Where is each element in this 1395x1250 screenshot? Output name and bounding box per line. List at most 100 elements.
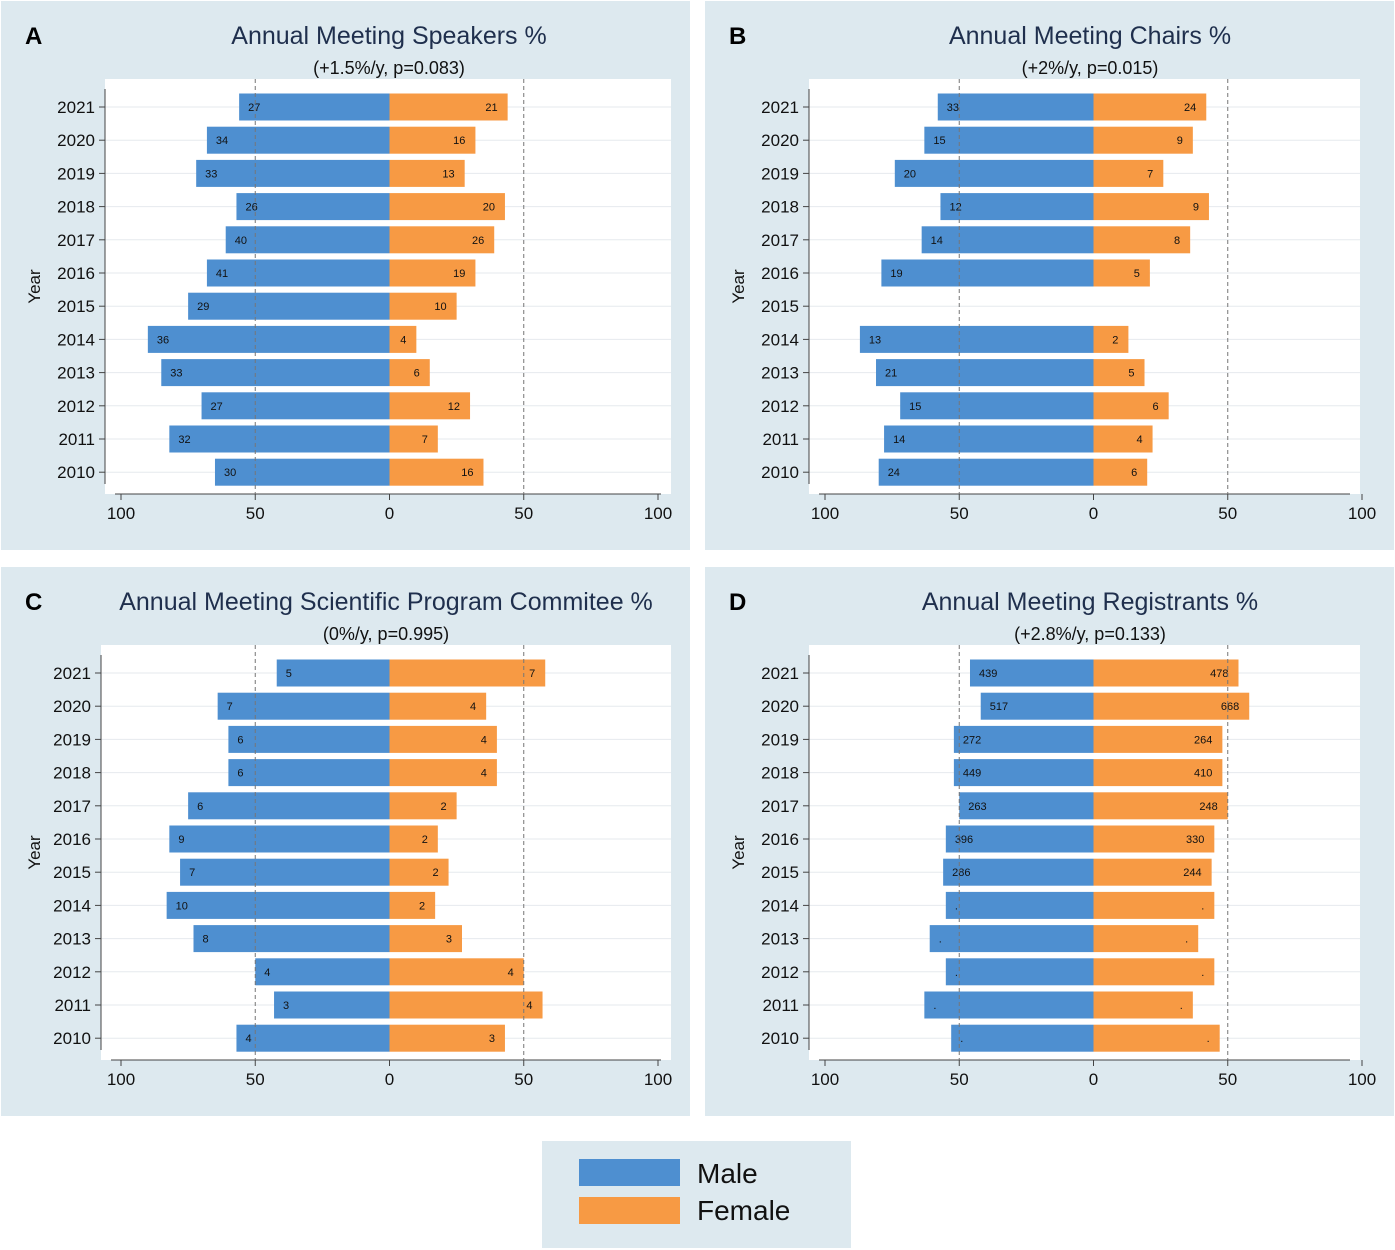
y-tick-label: 2014: [57, 330, 95, 349]
bar-male: [188, 292, 390, 320]
y-tick-label: 2015: [761, 297, 799, 316]
bar-female: [1093, 226, 1191, 254]
data-label-female: 4: [400, 334, 406, 346]
bar-male: [180, 858, 390, 886]
y-tick-label: 2015: [53, 863, 91, 882]
y-tick-label: 2016: [761, 830, 799, 849]
bar-female: [389, 891, 436, 919]
y-axis-title: Year: [729, 269, 748, 304]
data-label-female: 2: [432, 867, 438, 879]
x-tick-label: 100: [811, 504, 839, 523]
bar-female: [1093, 425, 1153, 453]
x-tick-label: 50: [246, 504, 265, 523]
x-tick-label: 50: [514, 1070, 533, 1089]
bar-male: [878, 458, 1094, 486]
y-tick-label: 2016: [761, 264, 799, 283]
bar-male: [225, 226, 390, 254]
data-label-male: 517: [990, 701, 1008, 713]
y-tick-label: 2011: [762, 430, 799, 449]
data-label-female: 4: [470, 701, 476, 713]
data-label-female: 24: [1184, 102, 1196, 114]
data-label-male: 449: [963, 768, 981, 780]
x-tick-label: 50: [950, 504, 969, 523]
data-label-male: 263: [968, 801, 986, 813]
bar-male: [169, 825, 390, 853]
bar-female: [1093, 759, 1223, 787]
data-label-female: 5: [1134, 268, 1140, 280]
data-label-male: 6: [197, 801, 203, 813]
data-label-male: 396: [955, 834, 973, 846]
y-tick-label: 2019: [53, 730, 91, 749]
data-label-female: 2: [419, 900, 425, 912]
data-label-female: 6: [1131, 467, 1137, 479]
legend-label-female: Female: [697, 1195, 791, 1226]
data-label-female: .: [1201, 967, 1204, 979]
data-label-female: 6: [1153, 401, 1159, 413]
data-label-male: 286: [952, 867, 970, 879]
bar-female: [389, 226, 495, 254]
bar-male: [193, 925, 390, 953]
bar-male: [276, 659, 390, 687]
data-label-male: 27: [248, 102, 260, 114]
data-label-female: 4: [526, 1000, 532, 1012]
data-label-male: 4: [245, 1033, 251, 1045]
y-tick-label: 2010: [761, 1029, 799, 1048]
bar-male: [924, 126, 1094, 154]
y-tick-label: 2011: [58, 430, 95, 449]
bar-female: [389, 825, 438, 853]
data-label-male: 6: [237, 734, 243, 746]
x-tick-label: 50: [1218, 1070, 1237, 1089]
bar-female: [1093, 825, 1215, 853]
bar-female: [389, 1024, 505, 1052]
bar-male: [940, 193, 1094, 221]
y-tick-label: 2010: [761, 463, 799, 482]
data-label-male: .: [933, 1000, 936, 1012]
data-label-male: 32: [178, 434, 190, 446]
bar-female: [389, 392, 471, 420]
y-tick-label: 2021: [53, 664, 91, 683]
y-tick-label: 2016: [57, 264, 95, 283]
data-label-female: 2: [1112, 334, 1118, 346]
bar-female: [1093, 159, 1164, 187]
y-tick-label: 2011: [762, 996, 799, 1015]
bar-female: [1093, 692, 1250, 720]
y-tick-label: 2018: [53, 764, 91, 783]
panel-c: 100 50 0 50 100 2021 5 7 2020 7 4 2019 6 4 2018 6 4 2017 6…: [1, 567, 690, 1116]
data-label-male: 8: [202, 934, 208, 946]
y-tick-label: 2015: [761, 863, 799, 882]
y-tick-label: 2017: [761, 797, 799, 816]
x-tick-label: 50: [950, 1070, 969, 1089]
bar-female: [1093, 359, 1145, 387]
y-tick-label: 2019: [761, 164, 799, 183]
x-tick-label: 0: [1089, 504, 1098, 523]
data-label-male: 33: [947, 102, 959, 114]
data-label-male: 14: [931, 235, 943, 247]
data-label-female: 478: [1210, 668, 1228, 680]
x-tick-label: 0: [385, 504, 394, 523]
data-label-female: 248: [1199, 801, 1217, 813]
data-label-female: 7: [422, 434, 428, 446]
bar-female: [389, 458, 484, 486]
bar-male: [228, 725, 390, 753]
y-tick-label: 2020: [57, 131, 95, 150]
bar-male: [217, 692, 390, 720]
y-tick-label: 2010: [53, 1029, 91, 1048]
bar-female: [1093, 891, 1215, 919]
data-label-female: 264: [1194, 734, 1212, 746]
data-label-female: 4: [508, 967, 514, 979]
bar-male: [169, 425, 390, 453]
data-label-female: .: [1185, 934, 1188, 946]
bar-female: [389, 958, 524, 986]
y-tick-label: 2018: [761, 198, 799, 217]
panel-letter: D: [729, 589, 746, 616]
bar-female: [1093, 991, 1193, 1019]
panel-d: 100 50 0 50 100 2021 439 478 2020 517 668 2019 272 26…: [705, 567, 1394, 1116]
panel-letter: C: [25, 589, 42, 616]
data-label-female: 13: [442, 168, 454, 180]
data-label-female: 12: [448, 401, 460, 413]
bar-female: [1093, 126, 1193, 154]
bar-male: [943, 858, 1094, 886]
bar-female: [389, 93, 508, 121]
